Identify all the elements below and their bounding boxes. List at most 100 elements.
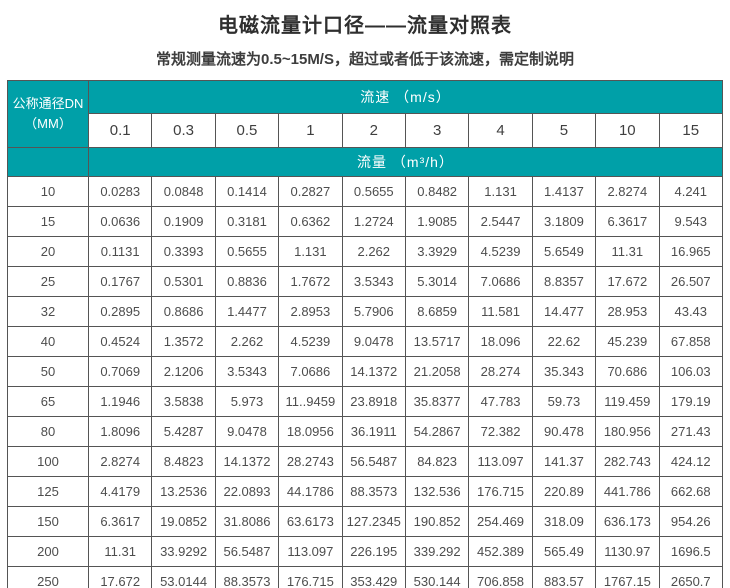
flow-value-cell: 565.49 — [532, 537, 597, 567]
velocity-value-cell: 0.5 — [215, 114, 280, 148]
flow-value-cell: 44.1786 — [279, 477, 343, 507]
dn-cell: 100 — [8, 447, 89, 477]
flow-value-cell: 1.2724 — [342, 207, 406, 237]
flow-value-cell: 8.6859 — [405, 297, 470, 327]
dn-cell: 10 — [8, 177, 89, 207]
table-row: 15 0.0636 0.1909 0.3181 0.6362 1.2724 1.9085 2.… — [8, 207, 723, 237]
flow-value-cell: 883.57 — [532, 567, 597, 588]
flow-value-cell: 22.0893 — [215, 477, 280, 507]
flow-value-cell: 0.7069 — [89, 357, 153, 387]
flow-value-cell: 63.6173 — [279, 507, 343, 537]
table-header: 公称通径DN （MM） 流速 （m/s） 0.1 0.3 0.5 1 2 3 4 5 10 15 … — [8, 81, 723, 177]
flow-value-cell: 67.858 — [659, 327, 723, 357]
flow-value-cell: 0.2827 — [279, 177, 343, 207]
flow-value-cell: 2650.7 — [659, 567, 723, 588]
flow-value-cell: 0.3393 — [152, 237, 216, 267]
flow-value-cell: 636.173 — [596, 507, 660, 537]
dn-cell: 32 — [8, 297, 89, 327]
flow-value-cell: 35.8377 — [405, 387, 470, 417]
flow-value-cell: 530.144 — [405, 567, 470, 588]
corner-header-cell: 公称通径DN （MM） — [8, 81, 89, 148]
flow-value-cell: 220.89 — [532, 477, 597, 507]
flow-value-cell: 4.241 — [659, 177, 723, 207]
flow-value-cell: 339.292 — [405, 537, 470, 567]
flow-value-cell: 6.3617 — [596, 207, 660, 237]
dn-cell: 25 — [8, 267, 89, 297]
table-row: 20 0.1131 0.3393 0.5655 1.131 2.262 3.3929 4.52… — [8, 237, 723, 267]
flow-value-cell: 113.097 — [279, 537, 343, 567]
table-row: 65 1.1946 3.5838 5.973 11..9459 23.8918 35.837… — [8, 387, 723, 417]
flow-value-cell: 31.8086 — [215, 507, 280, 537]
flow-value-cell: 9.0478 — [215, 417, 280, 447]
flow-value-cell: 2.8274 — [596, 177, 660, 207]
flow-value-cell: 84.823 — [405, 447, 470, 477]
flow-value-cell: 0.3181 — [215, 207, 280, 237]
flow-value-cell: 0.8482 — [405, 177, 470, 207]
flow-value-cell: 14.1372 — [342, 357, 406, 387]
flow-value-cell: 56.5487 — [215, 537, 280, 567]
flow-value-cell: 127.2345 — [342, 507, 406, 537]
flow-value-cell: 22.62 — [532, 327, 597, 357]
flow-value-cell: 0.8836 — [215, 267, 280, 297]
dn-cell: 80 — [8, 417, 89, 447]
flow-value-cell: 119.459 — [596, 387, 660, 417]
velocity-value-cell: 10 — [596, 114, 660, 148]
dn-cell: 250 — [8, 567, 89, 588]
flow-value-cell: 3.5343 — [215, 357, 280, 387]
flow-value-cell: 35.343 — [532, 357, 597, 387]
flow-value-cell: 2.262 — [342, 237, 406, 267]
flow-value-cell: 2.1206 — [152, 357, 216, 387]
flow-comparison-table: 公称通径DN （MM） 流速 （m/s） 0.1 0.3 0.5 1 2 3 4 5 10 15 … — [7, 80, 723, 588]
velocity-value-cell: 3 — [405, 114, 470, 148]
flow-value-cell: 452.389 — [469, 537, 533, 567]
flow-value-cell: 9.543 — [659, 207, 723, 237]
flow-value-cell: 0.1767 — [89, 267, 153, 297]
flow-value-cell: 9.0478 — [342, 327, 406, 357]
flow-value-cell: 0.4524 — [89, 327, 153, 357]
dn-cell: 40 — [8, 327, 89, 357]
flow-value-cell: 70.686 — [596, 357, 660, 387]
flow-value-cell: 190.852 — [405, 507, 470, 537]
flow-value-cell: 0.6362 — [279, 207, 343, 237]
table-row: 80 1.8096 5.4287 9.0478 18.0956 36.1911 54.286… — [8, 417, 723, 447]
flow-value-cell: 0.5655 — [215, 237, 280, 267]
flow-value-cell: 180.956 — [596, 417, 660, 447]
velocity-value-cell: 0.3 — [152, 114, 216, 148]
flow-value-cell: 1.4137 — [532, 177, 597, 207]
flow-value-cell: 18.096 — [469, 327, 533, 357]
flow-value-cell: 45.239 — [596, 327, 660, 357]
flow-value-cell: 2.8953 — [279, 297, 343, 327]
flow-value-cell: 0.5301 — [152, 267, 216, 297]
velocity-values-row: 0.1 0.3 0.5 1 2 3 4 5 10 15 — [8, 114, 723, 148]
dn-cell: 200 — [8, 537, 89, 567]
flow-value-cell: 318.09 — [532, 507, 597, 537]
flow-value-cell: 7.0686 — [279, 357, 343, 387]
velocity-value-cell: 4 — [469, 114, 533, 148]
velocity-value-cell: 2 — [342, 114, 406, 148]
flow-value-cell: 13.2536 — [152, 477, 216, 507]
flow-value-cell: 5.973 — [215, 387, 280, 417]
flow-value-cell: 271.43 — [659, 417, 723, 447]
flow-band-label: 流量 （m³/h） — [89, 148, 723, 177]
flow-value-cell: 4.5239 — [469, 237, 533, 267]
flow-value-cell: 1.3572 — [152, 327, 216, 357]
flow-value-cell: 33.9292 — [152, 537, 216, 567]
flow-value-cell: 5.7906 — [342, 297, 406, 327]
flow-value-cell: 132.536 — [405, 477, 470, 507]
flow-value-cell: 0.8686 — [152, 297, 216, 327]
flow-value-cell: 90.478 — [532, 417, 597, 447]
flow-value-cell: 0.0636 — [89, 207, 153, 237]
flow-value-cell: 0.1414 — [215, 177, 280, 207]
dn-cell: 125 — [8, 477, 89, 507]
table-row: 250 17.672 53.0144 88.3573 176.715 353.429 530… — [8, 567, 723, 588]
velocity-band-label: 流速 （m/s） — [89, 81, 723, 114]
flow-value-cell: 113.097 — [469, 447, 533, 477]
flow-value-cell: 56.5487 — [342, 447, 406, 477]
flow-value-cell: 14.477 — [532, 297, 597, 327]
dn-cell: 50 — [8, 357, 89, 387]
flow-value-cell: 106.03 — [659, 357, 723, 387]
flow-value-cell: 8.8357 — [532, 267, 597, 297]
table-row: 40 0.4524 1.3572 2.262 4.5239 9.0478 13.5717 18… — [8, 327, 723, 357]
flow-value-cell: 424.12 — [659, 447, 723, 477]
flow-value-cell: 16.965 — [659, 237, 723, 267]
